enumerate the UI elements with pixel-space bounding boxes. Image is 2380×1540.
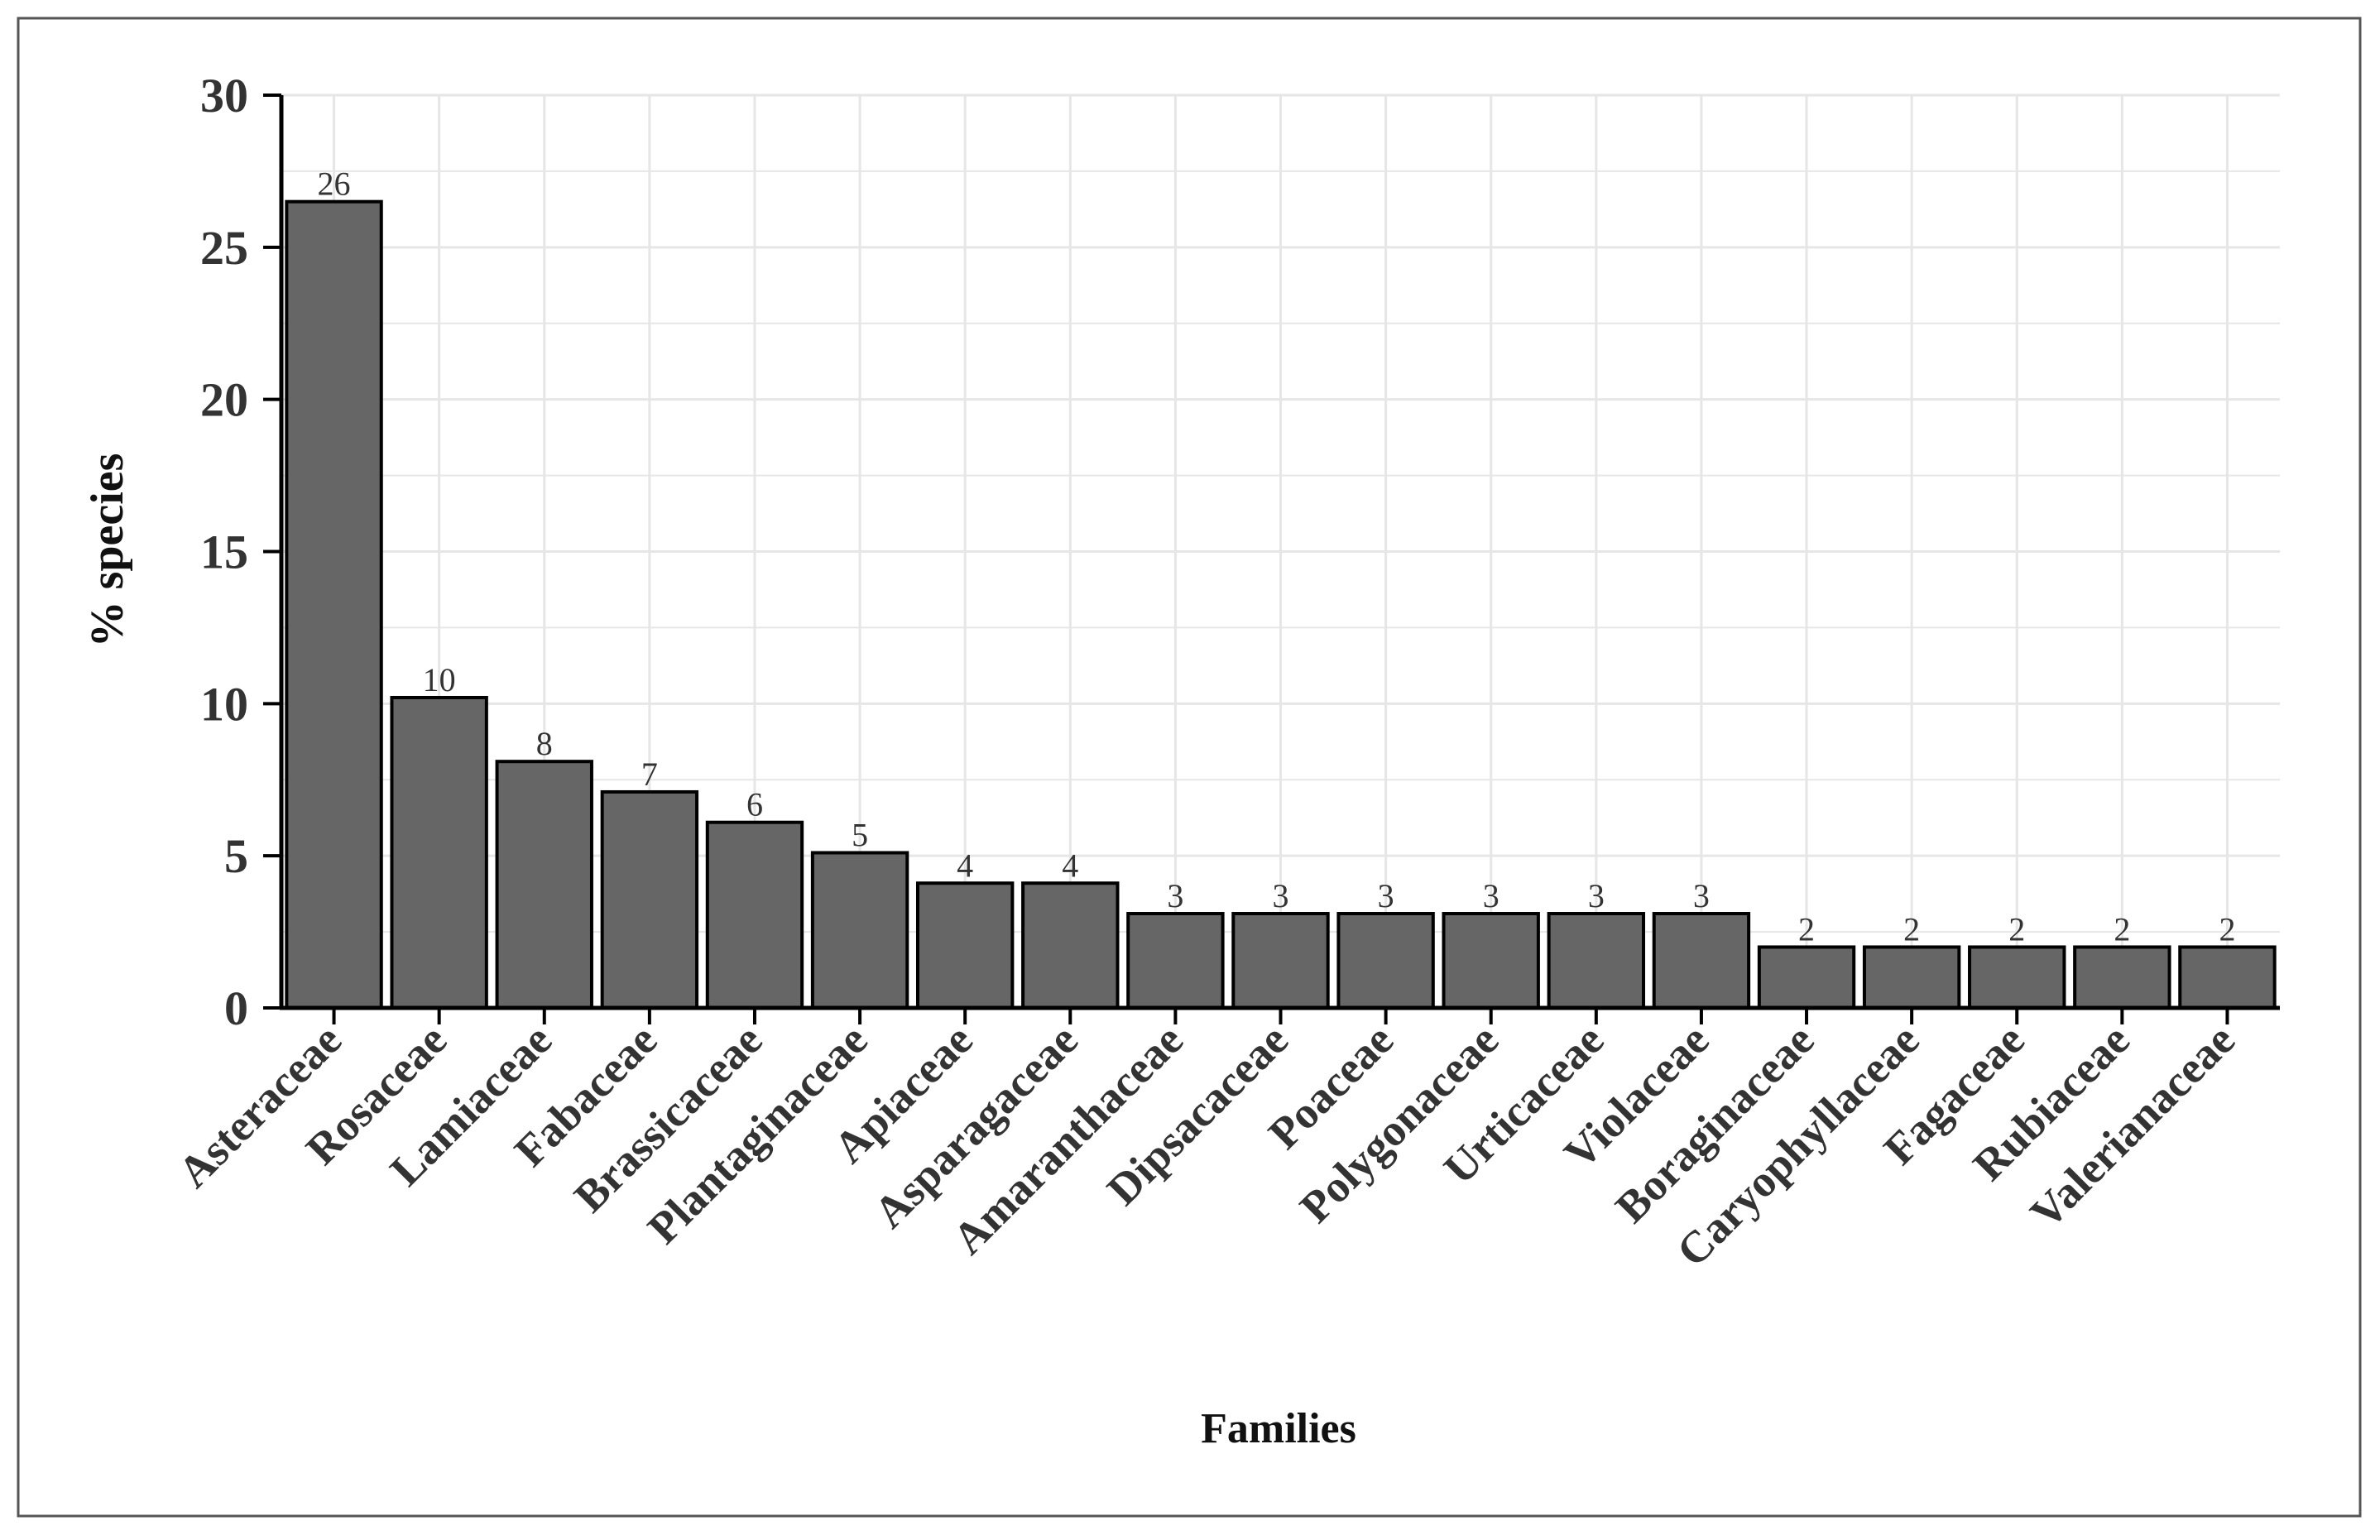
bar-fagaceae — [1968, 945, 2066, 1010]
y-axis-title: % species — [82, 453, 133, 648]
y-tick-label: 5 — [224, 829, 248, 883]
bar-brassicaceae — [705, 820, 804, 1010]
bar-value-label: 2 — [2219, 910, 2235, 948]
bar-value-label: 2 — [1903, 910, 1920, 948]
y-tick-label: 15 — [200, 525, 248, 579]
bar-value-label: 5 — [852, 816, 868, 853]
bar-violaceae — [1652, 912, 1751, 1010]
bar-amaranthaceae — [1126, 912, 1225, 1010]
bars — [285, 199, 2277, 1010]
bar-value-label: 3 — [1483, 877, 1499, 914]
bar-value-label: 3 — [1693, 877, 1710, 914]
bar-polygonaceae — [1442, 912, 1540, 1010]
bar-value-label: 3 — [1378, 877, 1394, 914]
y-tick-label: 25 — [200, 221, 248, 275]
bar-value-label: 2 — [2008, 910, 2025, 948]
y-tick-label: 10 — [200, 677, 248, 731]
bar-urticaceae — [1547, 912, 1646, 1010]
bar-value-label: 3 — [1588, 877, 1605, 914]
bar-value-label: 2 — [1798, 910, 1815, 948]
bar-rubiaceae — [2073, 945, 2171, 1010]
bar-value-label: 3 — [1273, 877, 1289, 914]
bar-value-label: 4 — [1062, 847, 1078, 884]
bar-value-label: 8 — [536, 725, 553, 762]
bar-value-label: 10 — [423, 661, 456, 698]
axes — [263, 94, 2280, 1024]
bar-dipsacaceae — [1231, 912, 1330, 1010]
y-tick-label: 0 — [224, 981, 248, 1035]
bar-value-label: 6 — [746, 786, 763, 823]
bar-value-label: 26 — [318, 166, 351, 203]
bar-value-label: 4 — [957, 847, 973, 884]
bar-valerianaceae — [2178, 945, 2277, 1010]
bar-caryophyllaceae — [1862, 945, 1961, 1010]
bar-lamiaceae — [495, 760, 593, 1010]
bar-boraginaceae — [1757, 945, 1856, 1010]
bar-rosaceae — [390, 695, 488, 1010]
bar-value-label: 2 — [2114, 910, 2130, 948]
bar-asparagaceae — [1021, 881, 1120, 1010]
bar-value-label: 3 — [1167, 877, 1183, 914]
y-tick-label: 20 — [200, 373, 248, 427]
bar-value-label: 7 — [641, 756, 658, 793]
x-axis-title: Families — [1201, 1405, 1356, 1452]
bar-asteraceae — [285, 199, 383, 1010]
bar-fabaceae — [600, 789, 699, 1010]
y-tick-label: 30 — [200, 69, 248, 122]
bar-poaceae — [1336, 912, 1435, 1010]
bar-apiaceae — [915, 881, 1015, 1010]
bar-plantaginaceae — [810, 851, 909, 1010]
